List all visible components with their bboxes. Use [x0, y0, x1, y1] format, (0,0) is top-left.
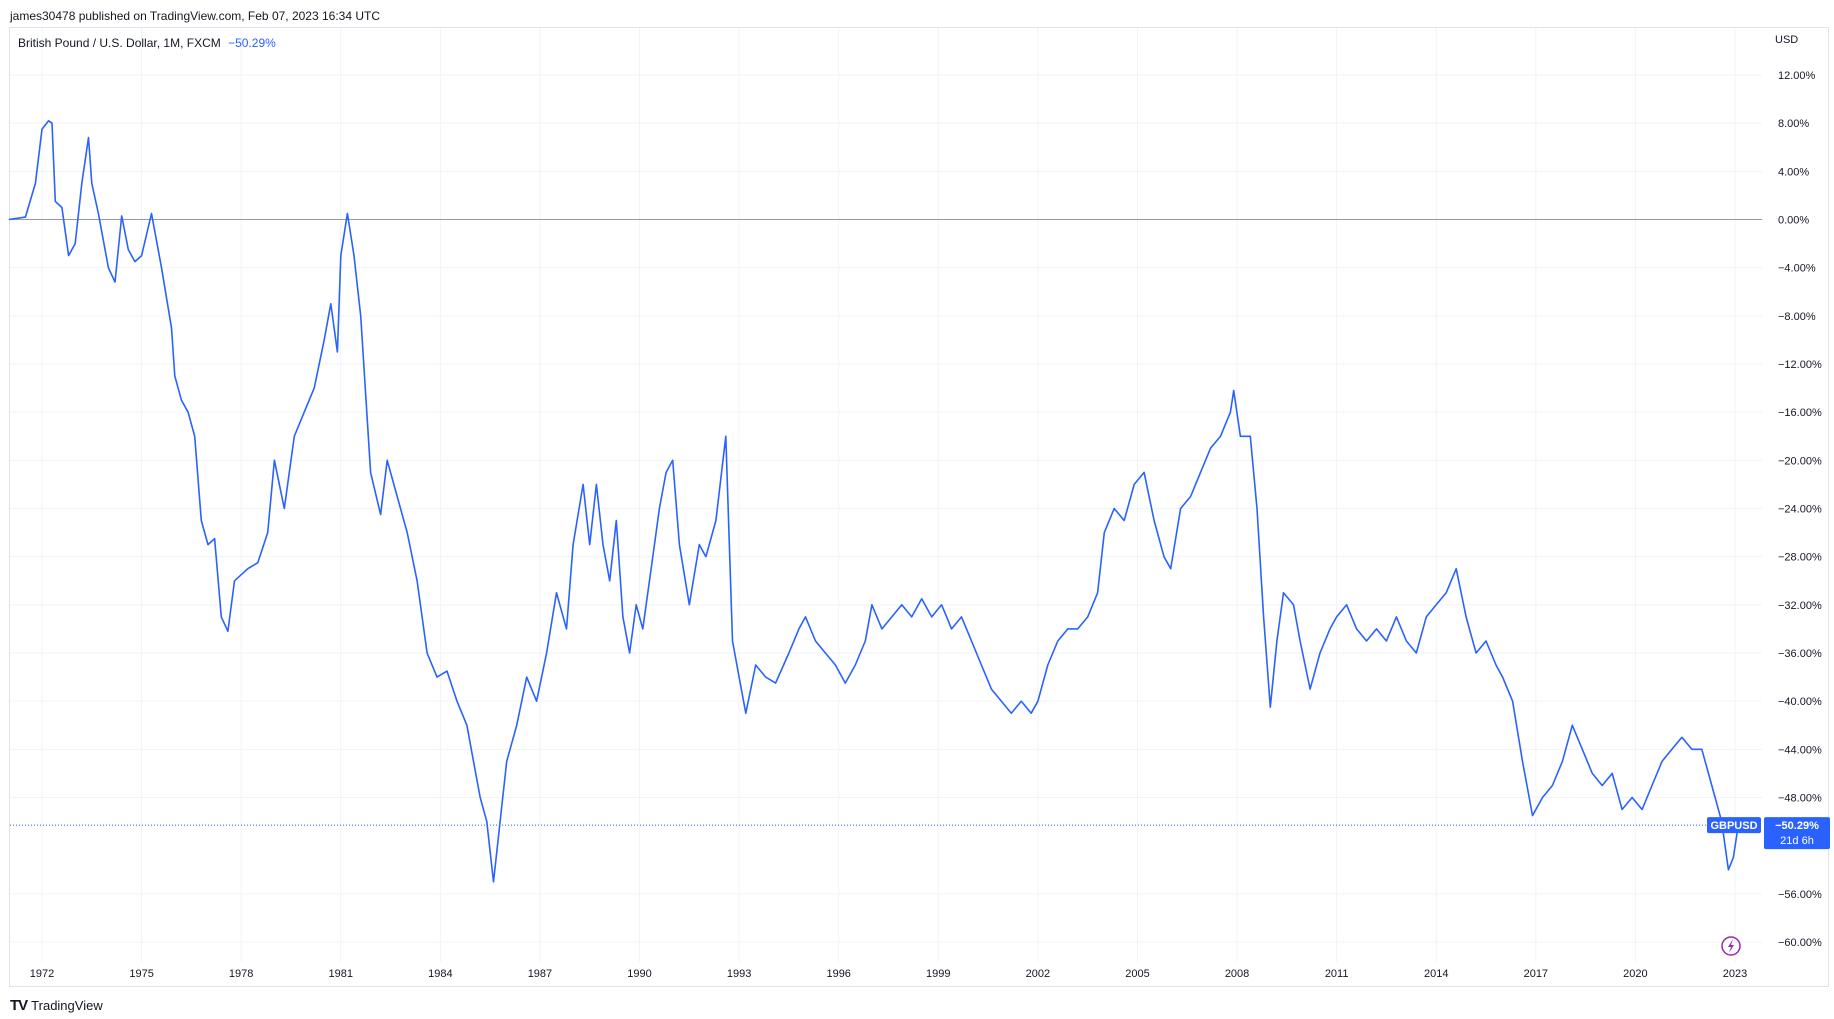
last-value-badges: GBPUSD −50.29% 21d 6h: [1707, 817, 1830, 850]
currency-label: USD: [1775, 34, 1799, 46]
value-badge-text: −50.29%: [1775, 820, 1819, 832]
series-lines: [8, 120, 1740, 883]
change-value: −50.29%: [228, 36, 276, 50]
y-tick-label: −60.00%: [1778, 937, 1822, 949]
y-tick-label: 12.00%: [1778, 70, 1816, 82]
y-tick-label: −28.00%: [1778, 552, 1822, 564]
y-tick-label: −20.00%: [1778, 455, 1822, 467]
x-tick-label: 2002: [1026, 968, 1050, 980]
x-tick-label: 2014: [1424, 968, 1448, 980]
price-axis: 12.00% 8.00% 4.00% 0.00% −4.00% −8.00% −12.00%…: [1778, 70, 1822, 949]
x-tick-label: 2017: [1524, 968, 1548, 980]
y-tick-label: −40.00%: [1778, 696, 1822, 708]
series-line-gbpusd: [8, 120, 1740, 883]
chart-frame: [9, 27, 1829, 987]
symbol-description: British Pound / U.S. Dollar, 1M, FXCM: [18, 36, 221, 50]
y-tick-label: −16.00%: [1778, 407, 1822, 419]
y-tick-label: −8.00%: [1778, 311, 1816, 323]
x-tick-label: 2008: [1225, 968, 1249, 980]
y-tick-label: −12.00%: [1778, 359, 1822, 371]
countdown-badge-text: 21d 6h: [1780, 835, 1814, 847]
published-info: james30478 published on TradingView.com,…: [10, 9, 381, 23]
y-tick-label: −48.00%: [1778, 793, 1822, 805]
y-tick-label: −32.00%: [1778, 600, 1822, 612]
x-tick-label: 1972: [30, 968, 54, 980]
x-tick-label: 2011: [1325, 968, 1349, 980]
symbol-badge: [1707, 817, 1761, 834]
y-tick-label: 8.00%: [1778, 118, 1809, 130]
x-tick-label: 1996: [826, 968, 850, 980]
y-tick-label: −24.00%: [1778, 504, 1822, 516]
symbol-legend[interactable]: British Pound / U.S. Dollar, 1M, FXCM −5…: [18, 36, 276, 50]
y-tick-label: −4.00%: [1778, 263, 1816, 275]
x-tick-label: 1978: [229, 968, 253, 980]
tradingview-logo-icon: TV: [10, 997, 28, 1014]
x-tick-label: 2023: [1723, 968, 1747, 980]
x-tick-label: 1981: [329, 968, 353, 980]
y-tick-label: 4.00%: [1778, 166, 1809, 178]
y-tick-label: −56.00%: [1778, 889, 1822, 901]
time-axis: 1972 1975 1978 1981 1984 1987 1990 1993 1996 1999…: [30, 968, 1747, 980]
x-tick-label: 1984: [428, 968, 452, 980]
y-tick-label: −44.00%: [1778, 744, 1822, 756]
grid-lines: [10, 28, 1762, 962]
x-tick-label: 2020: [1623, 968, 1647, 980]
lightning-icon[interactable]: [1721, 936, 1741, 956]
symbol-badge-text: GBPUSD: [1710, 820, 1757, 832]
y-tick-label: 0.00%: [1778, 215, 1809, 227]
tradingview-brand[interactable]: TV TradingView: [10, 997, 103, 1014]
y-tick-label: −36.00%: [1778, 648, 1822, 660]
x-tick-label: 1987: [528, 968, 552, 980]
x-tick-label: 2005: [1125, 968, 1149, 980]
x-tick-label: 1975: [129, 968, 153, 980]
x-tick-label: 1993: [727, 968, 751, 980]
value-badge: [1764, 817, 1830, 850]
x-tick-label: 1990: [627, 968, 651, 980]
x-tick-label: 1999: [926, 968, 950, 980]
brand-name: TradingView: [31, 998, 103, 1013]
